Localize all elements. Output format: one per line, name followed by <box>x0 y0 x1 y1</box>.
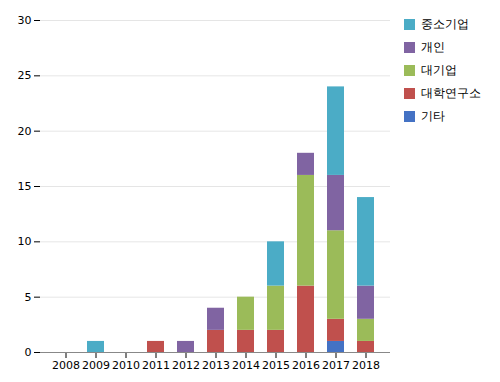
svg-text:2016: 2016 <box>292 359 320 372</box>
svg-text:2015: 2015 <box>262 359 290 372</box>
svg-text:5: 5 <box>25 291 32 304</box>
html-text:대기업: 대기업 <box>421 63 457 77</box>
svg-text:25: 25 <box>18 69 32 82</box>
svg-text:2014: 2014 <box>232 359 260 372</box>
html-text:개인: 개인 <box>421 40 445 54</box>
svg-text:2017: 2017 <box>322 359 350 372</box>
svg-text:10: 10 <box>18 235 32 248</box>
svg-text:2010: 2010 <box>112 359 140 372</box>
svg-text:15: 15 <box>18 180 32 193</box>
html-text:대학연구소: 대학연구소 <box>421 86 481 100</box>
svg-text:2011: 2011 <box>142 359 170 372</box>
svg-text:2018: 2018 <box>352 359 380 372</box>
svg-text:2008: 2008 <box>52 359 80 372</box>
svg-text:2013: 2013 <box>202 359 230 372</box>
svg-text:20: 20 <box>18 125 32 138</box>
svg-text:2009: 2009 <box>82 359 110 372</box>
html-text:기타: 기타 <box>421 109 445 123</box>
html-text:중소기업: 중소기업 <box>421 17 469 31</box>
svg-text:0: 0 <box>25 346 32 359</box>
svg-text:2012: 2012 <box>172 359 200 372</box>
svg-text:30: 30 <box>18 14 32 27</box>
